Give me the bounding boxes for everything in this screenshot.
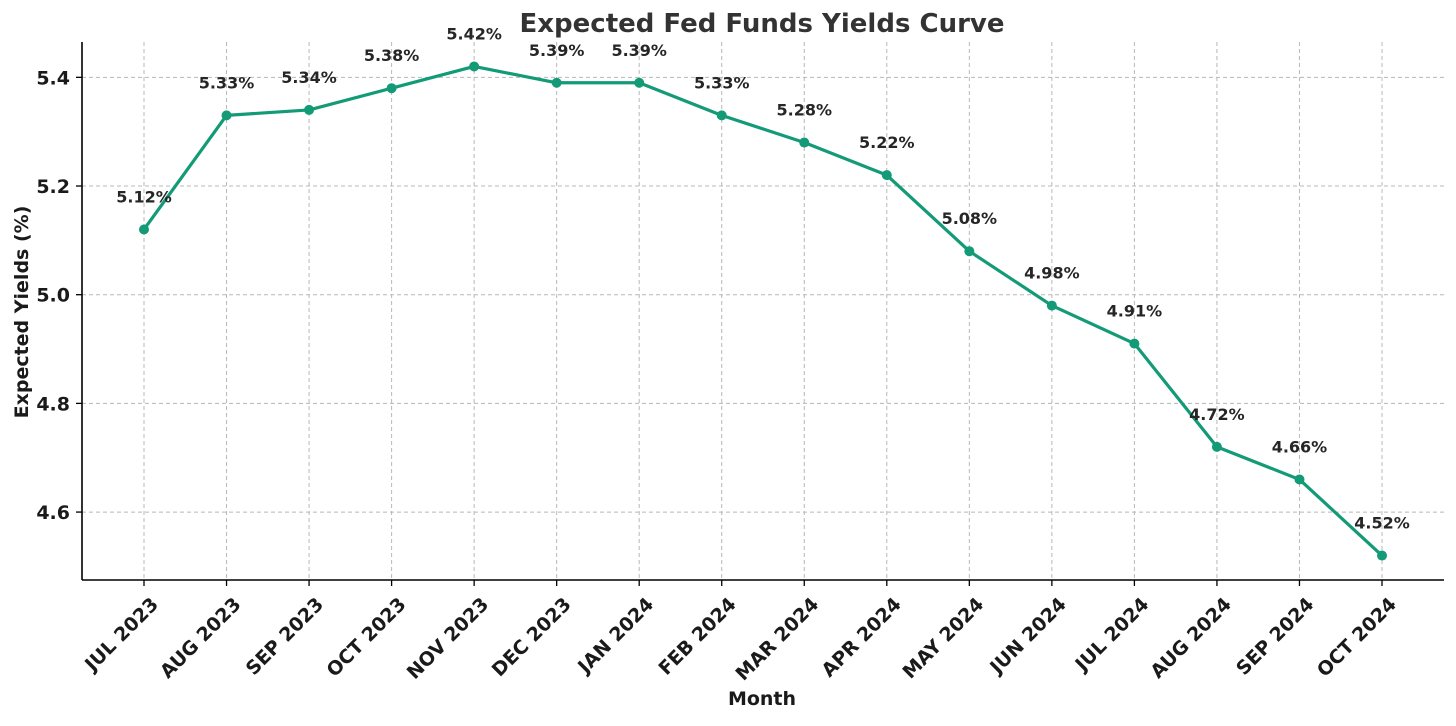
x-tick-label: AUG 2024	[1146, 593, 1236, 683]
data-label: 4.98%	[1024, 264, 1080, 283]
data-point	[634, 77, 645, 88]
x-axis-label: Month	[728, 688, 796, 710]
data-point	[1211, 441, 1222, 452]
x-tick-label: NOV 2023	[403, 593, 493, 683]
x-tick-label: JAN 2024	[572, 593, 658, 679]
x-tick-label: DEC 2023	[488, 593, 576, 681]
data-label: 5.42%	[446, 24, 502, 43]
x-tick-label: JUL 2023	[79, 593, 163, 677]
x-tick-label: SEP 2023	[242, 593, 328, 679]
y-tick-label: 5.0	[36, 285, 70, 307]
y-axis-label: Expected Yields (%)	[11, 206, 33, 419]
data-label: 5.28%	[777, 101, 833, 120]
x-tick-label: AUG 2023	[156, 593, 246, 683]
series-layer	[139, 61, 1387, 561]
data-label: 5.08%	[942, 209, 998, 228]
grid-lines	[82, 42, 1444, 580]
data-point	[551, 77, 562, 88]
x-tick-label: OCT 2023	[322, 593, 410, 681]
x-tick-label: MAY 2024	[898, 593, 988, 683]
chart-title: Expected Fed Funds Yields Curve	[520, 9, 1005, 39]
data-label: 5.34%	[281, 68, 337, 87]
data-label: 5.22%	[859, 133, 915, 152]
x-tick-label: APR 2024	[818, 593, 906, 681]
y-tick-label: 5.4	[36, 67, 70, 89]
series-line	[142, 64, 1384, 558]
data-label: 5.39%	[529, 41, 585, 60]
data-label: 5.12%	[116, 187, 172, 206]
data-label: 4.66%	[1272, 437, 1328, 456]
data-label: 5.33%	[694, 73, 750, 92]
x-tick-label: MAR 2024	[731, 593, 823, 685]
data-point	[1294, 474, 1305, 485]
data-label: 5.39%	[611, 41, 667, 60]
data-point	[964, 246, 975, 257]
y-tick-label: 4.8	[36, 393, 70, 415]
data-point	[469, 61, 480, 72]
data-point	[799, 137, 810, 148]
data-label: 4.52%	[1354, 514, 1410, 533]
data-point	[1129, 338, 1140, 349]
x-tick-label: OCT 2024	[1313, 593, 1401, 681]
data-point	[881, 170, 892, 181]
data-point	[221, 110, 232, 121]
data-label: 4.91%	[1107, 302, 1163, 321]
data-label: 5.33%	[199, 73, 255, 92]
data-point	[304, 104, 315, 115]
x-tick-label: SEP 2024	[1232, 593, 1318, 679]
x-tick-label: JUN 2024	[985, 593, 1071, 679]
data-point	[1046, 300, 1057, 311]
x-tick-label: JUL 2024	[1070, 593, 1154, 677]
data-point	[716, 110, 727, 121]
y-tick-label: 5.2	[36, 176, 70, 198]
data-point	[386, 83, 397, 94]
data-point	[1377, 550, 1387, 561]
x-tick-label: FEB 2024	[654, 593, 740, 679]
data-label: 5.38%	[364, 46, 420, 65]
data-point	[139, 224, 149, 235]
data-label: 4.72%	[1189, 405, 1245, 424]
data-labels: 5.12% 5.33% 5.34% 5.38% 5.42% 5.39% 5.39% 5.33%…	[116, 24, 1410, 532]
y-tick-label: 4.6	[36, 502, 70, 524]
